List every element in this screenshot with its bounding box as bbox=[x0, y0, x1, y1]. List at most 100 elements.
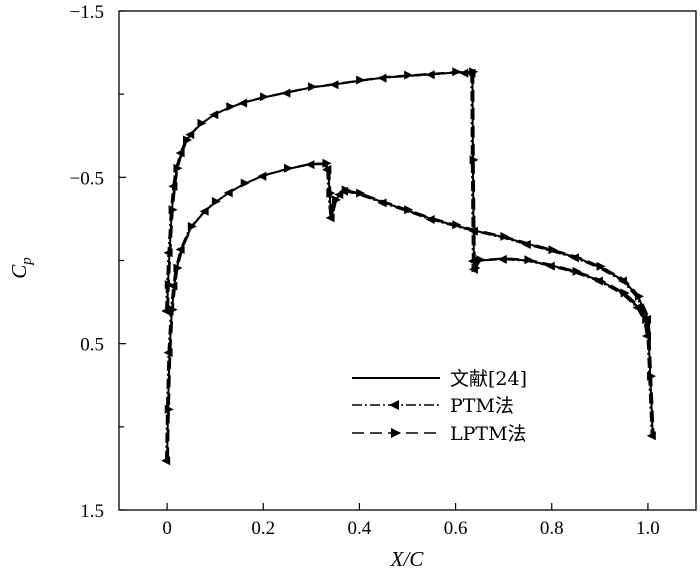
marker-ptm bbox=[281, 88, 291, 98]
cp-curves bbox=[165, 71, 655, 461]
marker-lptm bbox=[548, 245, 558, 255]
marker-lptm bbox=[211, 196, 221, 206]
y-tick-label: 1.5 bbox=[80, 501, 104, 522]
curve-ref24 bbox=[471, 72, 476, 269]
marker-ptm bbox=[377, 73, 387, 83]
svg-text:Cp: Cp bbox=[7, 257, 35, 279]
marker-lptm bbox=[168, 205, 178, 215]
marker-lptm bbox=[647, 371, 657, 381]
marker-ptm bbox=[425, 215, 435, 225]
marker-ptm bbox=[459, 68, 469, 78]
marker-lptm bbox=[404, 205, 414, 215]
marker-ptm bbox=[646, 431, 656, 441]
x-tick-label: 0 bbox=[162, 518, 172, 539]
marker-ptm bbox=[377, 198, 387, 208]
marker-lptm bbox=[452, 67, 462, 77]
marker-ptm bbox=[339, 186, 349, 196]
legend-marker-ptm bbox=[389, 400, 399, 410]
marker-ptm bbox=[569, 253, 579, 263]
curve-ref24 bbox=[166, 71, 473, 311]
marker-ptm bbox=[163, 248, 173, 258]
marker-ptm bbox=[497, 254, 507, 264]
marker-ptm bbox=[425, 70, 435, 80]
marker-lptm bbox=[259, 92, 269, 102]
marker-ptm bbox=[521, 239, 531, 249]
marker-lptm bbox=[524, 255, 534, 265]
marker-lptm bbox=[322, 158, 332, 168]
marker-ptm bbox=[161, 456, 171, 466]
curve-lptm bbox=[472, 71, 477, 269]
marker-lptm bbox=[168, 305, 178, 315]
marker-lptm bbox=[469, 155, 479, 165]
legend-label-lptm: LPTM法 bbox=[450, 423, 527, 445]
marker-lptm bbox=[197, 118, 207, 128]
plot-frame bbox=[118, 10, 697, 511]
marker-ptm bbox=[305, 160, 315, 170]
marker-ptm bbox=[209, 110, 219, 120]
marker-ptm bbox=[468, 226, 478, 236]
marker-ptm bbox=[325, 213, 335, 223]
marker-ptm bbox=[334, 190, 344, 200]
marker-ptm bbox=[199, 206, 209, 216]
marker-lptm bbox=[183, 135, 193, 145]
marker-ptm bbox=[257, 171, 267, 181]
x-tick-label: 0.4 bbox=[348, 518, 372, 539]
curve-ptm bbox=[470, 73, 475, 270]
marker-lptm bbox=[240, 178, 250, 188]
x-axis-label: X/C bbox=[390, 547, 425, 571]
curve-lptm bbox=[475, 257, 650, 335]
marker-ptm bbox=[161, 306, 171, 316]
marker-ptm bbox=[185, 130, 195, 140]
marker-lptm bbox=[187, 221, 197, 231]
legend-marker-lptm bbox=[391, 428, 401, 438]
marker-ptm bbox=[163, 348, 173, 358]
marker-lptm bbox=[500, 231, 510, 241]
marker-lptm bbox=[596, 261, 606, 271]
marker-lptm bbox=[283, 163, 293, 173]
curve-ptm bbox=[343, 190, 652, 436]
x-tick-label: 0.6 bbox=[444, 518, 468, 539]
curve-ptm bbox=[472, 258, 648, 337]
marker-lptm bbox=[332, 195, 342, 205]
marker-lptm bbox=[476, 255, 486, 265]
marker-ptm bbox=[632, 303, 642, 313]
curve-ptm bbox=[165, 72, 471, 312]
marker-lptm bbox=[164, 280, 174, 290]
marker-lptm bbox=[452, 220, 462, 230]
x-tick-label: 1.0 bbox=[636, 518, 660, 539]
marker-ptm bbox=[168, 281, 178, 291]
curve-ref24 bbox=[166, 163, 330, 461]
legend-label-ref24: 文献[24] bbox=[450, 368, 527, 390]
y-tick-label: −1.5 bbox=[70, 2, 104, 23]
x-tick-label: 0.2 bbox=[251, 518, 275, 539]
marker-ptm bbox=[329, 80, 339, 90]
marker-ptm bbox=[467, 256, 477, 266]
marker-ptm bbox=[642, 314, 652, 324]
marker-lptm bbox=[620, 288, 630, 298]
marker-lptm bbox=[356, 188, 366, 198]
curve-lptm bbox=[167, 162, 331, 460]
marker-ptm bbox=[175, 244, 185, 254]
marker-ptm bbox=[545, 261, 555, 271]
marker-ptm bbox=[593, 276, 603, 286]
marker-ptm bbox=[642, 331, 652, 341]
marker-lptm bbox=[164, 404, 174, 414]
axis-tick-labels: 0 0.2 0.4 0.6 0.8 1.0 −1.5 −0.5 0.5 1.5 bbox=[70, 2, 660, 539]
x-tick-label: 0.8 bbox=[540, 518, 564, 539]
marker-lptm bbox=[173, 163, 183, 173]
marker-ptm bbox=[466, 68, 476, 78]
marker-ptm bbox=[322, 165, 332, 175]
marker-ptm bbox=[168, 181, 178, 191]
curve-lptm bbox=[167, 71, 474, 310]
marker-ptm bbox=[175, 148, 185, 158]
marker-lptm bbox=[326, 188, 336, 198]
marker-ptm bbox=[238, 98, 248, 108]
marker-lptm bbox=[226, 102, 236, 112]
marker-lptm bbox=[404, 70, 414, 80]
curve-markers bbox=[161, 67, 657, 466]
marker-lptm bbox=[356, 75, 366, 85]
marker-lptm bbox=[572, 266, 582, 276]
marker-ptm bbox=[223, 188, 233, 198]
marker-lptm bbox=[635, 291, 644, 301]
